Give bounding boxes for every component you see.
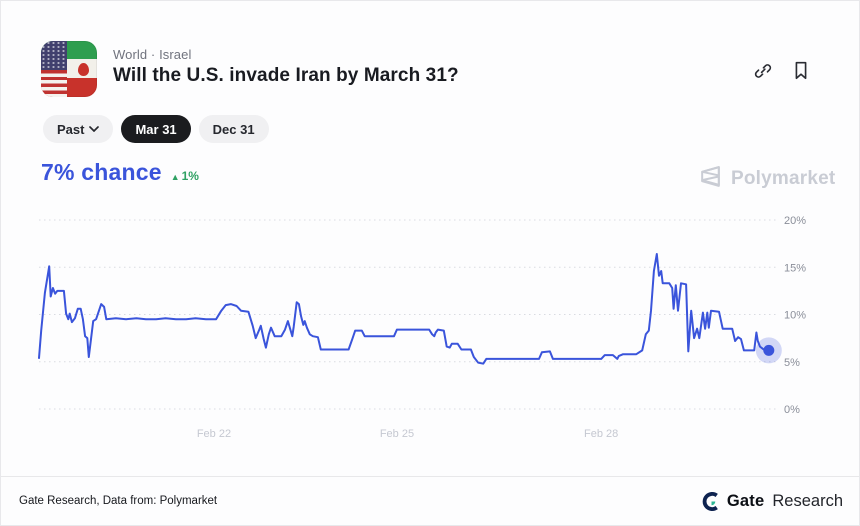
polymarket-logo-icon xyxy=(698,164,723,194)
market-title: Will the U.S. invade Iran by March 31? xyxy=(113,65,459,86)
past-dropdown-label: Past xyxy=(57,121,85,137)
tab-dec-31-label: Dec 31 xyxy=(212,121,255,137)
data-attribution: Gate Research, Data from: Polymarket xyxy=(19,495,218,507)
delta-up-arrow-icon: ▲ xyxy=(170,172,180,182)
gate-logo-text: Gate xyxy=(726,491,765,510)
iran-flag-emblem xyxy=(77,63,89,77)
probability-line xyxy=(38,253,770,365)
research-logo-text: Research xyxy=(772,491,843,510)
y-tick-10%: 10% xyxy=(784,310,806,322)
gate-logo-icon xyxy=(702,491,718,511)
gate-research-logo: Gate Research xyxy=(702,492,843,511)
chance-delta: ▲ 1% xyxy=(171,169,199,183)
chance-value: 7% chance xyxy=(41,159,162,185)
us-flag-stripes xyxy=(41,70,67,97)
timeframe-filter: Past Mar 31 Dec 31 xyxy=(43,115,269,143)
delta-value: 1% xyxy=(181,169,199,183)
polymarket-watermark-label: Polymarket xyxy=(731,168,836,189)
chevron-down-icon xyxy=(89,126,100,132)
past-dropdown[interactable]: Past xyxy=(43,115,114,143)
polymarket-watermark: Polymarket xyxy=(698,164,835,194)
y-tick-0%: 0% xyxy=(784,404,800,416)
endpoint-dot xyxy=(763,344,775,356)
y-tick-5%: 5% xyxy=(784,357,800,369)
y-tick-20%: 20% xyxy=(784,215,806,227)
tab-mar-31[interactable]: Mar 31 xyxy=(121,115,191,143)
footer: Gate Research, Data from: Polymarket Gat… xyxy=(1,476,859,525)
breadcrumb[interactable]: World · Israel xyxy=(113,47,192,62)
us-flag-canton xyxy=(41,41,67,71)
x-tick-feb-25: Feb 25 xyxy=(380,428,414,440)
tab-dec-31[interactable]: Dec 31 xyxy=(198,115,269,143)
x-tick-feb-28: Feb 28 xyxy=(584,428,618,440)
x-tick-feb-22: Feb 22 xyxy=(197,428,231,440)
bookmark-icon[interactable] xyxy=(790,59,812,81)
market-thumbnail-us-iran-flag xyxy=(41,41,97,97)
endpoint-halo xyxy=(755,337,782,364)
copy-link-icon[interactable] xyxy=(752,60,774,82)
y-tick-15%: 15% xyxy=(784,262,806,274)
tab-mar-31-label: Mar 31 xyxy=(135,121,177,137)
chance-row: 7% chance ▲ 1% xyxy=(41,159,199,186)
